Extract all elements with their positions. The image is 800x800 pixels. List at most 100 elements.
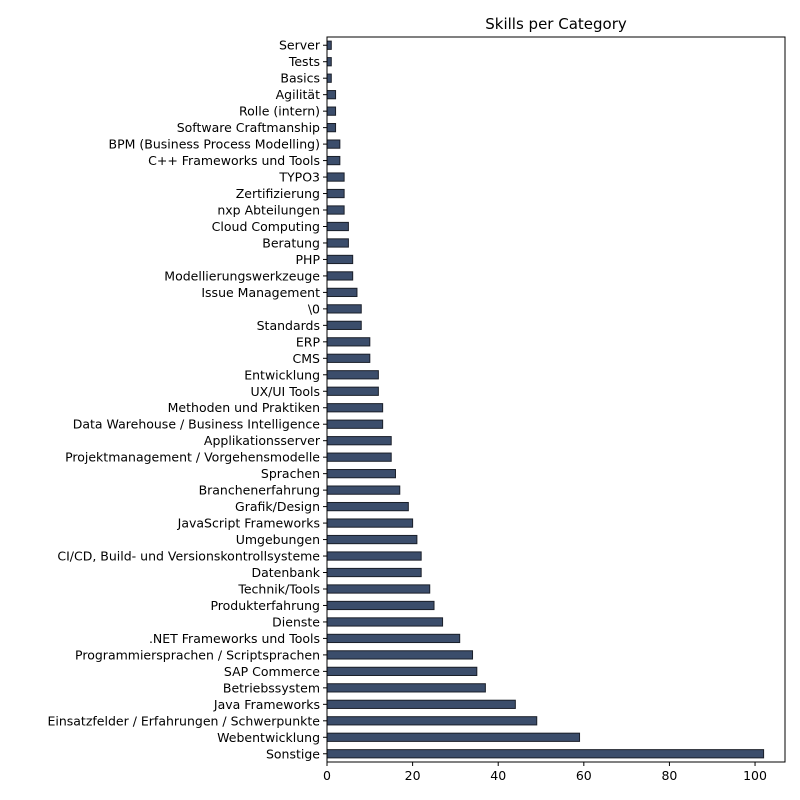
bar bbox=[326, 221, 349, 232]
bar bbox=[326, 518, 414, 528]
y-tick-label: Data Warehouse / Business Intelligence bbox=[73, 417, 321, 432]
y-tick-label: JavaScript Frameworks bbox=[177, 516, 320, 531]
y-tick-label: CI/CD, Build- und Versionskontrollsystem… bbox=[57, 549, 320, 564]
y-tick-label: Datenbank bbox=[251, 565, 320, 580]
y-tick-label: Rolle (intern) bbox=[239, 104, 320, 119]
bar bbox=[326, 436, 392, 446]
bar bbox=[326, 370, 379, 380]
y-tick-label: Modellierungswerkzeuge bbox=[164, 268, 320, 283]
y-tick-label: Entwicklung bbox=[244, 367, 320, 382]
chart-title: Skills per Category bbox=[485, 15, 627, 33]
bar bbox=[326, 633, 461, 644]
bar bbox=[326, 188, 345, 199]
y-tick-label: Technik/Tools bbox=[237, 581, 320, 596]
y-tick-label: Basics bbox=[280, 71, 320, 86]
y-tick-label: C++ Frameworks und Tools bbox=[148, 153, 320, 168]
bar bbox=[326, 749, 765, 759]
bar bbox=[326, 271, 354, 281]
y-tick-label: SAP Commerce bbox=[224, 664, 320, 679]
y-tick-label: Server bbox=[279, 38, 321, 53]
y-tick-label: Tests bbox=[288, 54, 320, 69]
y-tick-label: \0 bbox=[308, 301, 320, 316]
bar bbox=[326, 205, 345, 215]
bar bbox=[326, 534, 418, 545]
bar bbox=[326, 172, 345, 182]
bar bbox=[326, 617, 444, 627]
bar bbox=[326, 666, 478, 676]
y-tick-label: Sprachen bbox=[261, 466, 320, 481]
bar bbox=[326, 254, 354, 265]
bar bbox=[326, 650, 474, 660]
x-tick-label: 20 bbox=[405, 768, 421, 783]
bar bbox=[326, 485, 401, 495]
y-tick-label: Umgebungen bbox=[236, 532, 320, 547]
bar bbox=[326, 403, 384, 413]
y-tick-label: Agilität bbox=[276, 87, 320, 102]
x-tick-label: 0 bbox=[323, 768, 331, 783]
y-tick-label: Cloud Computing bbox=[212, 219, 320, 234]
y-tick-label: Dienste bbox=[272, 614, 320, 629]
axes-frame bbox=[326, 36, 786, 763]
y-tick-label: Branchenerfahrung bbox=[199, 483, 320, 498]
bar bbox=[326, 716, 538, 726]
y-tick-label: Zertifizierung bbox=[236, 186, 320, 201]
bar bbox=[326, 683, 486, 693]
y-tick-label: Java Frameworks bbox=[213, 697, 320, 712]
y-tick-label: BPM (Business Process Modelling) bbox=[109, 137, 320, 152]
bar bbox=[326, 106, 337, 116]
bar bbox=[326, 238, 349, 248]
bar bbox=[326, 337, 371, 347]
x-tick-label: 80 bbox=[661, 768, 677, 783]
bar bbox=[326, 73, 332, 83]
bar bbox=[326, 469, 396, 479]
bar bbox=[326, 57, 332, 67]
bar bbox=[326, 584, 431, 594]
x-tick-label: 40 bbox=[490, 768, 506, 783]
y-tick-label: Grafik/Design bbox=[235, 499, 320, 514]
bar bbox=[326, 732, 581, 742]
bar bbox=[326, 501, 409, 512]
y-tick-label: PHP bbox=[296, 252, 321, 267]
y-tick-label: Sonstige bbox=[266, 746, 320, 761]
bar bbox=[326, 452, 392, 462]
bar bbox=[326, 90, 337, 100]
y-tick-label: Standards bbox=[257, 318, 320, 333]
bar bbox=[326, 139, 341, 149]
bar bbox=[326, 40, 332, 50]
bar bbox=[326, 419, 384, 429]
bar bbox=[326, 386, 379, 396]
bar bbox=[326, 123, 337, 133]
y-tick-label: ERP bbox=[296, 334, 321, 349]
y-tick-label: Programmiersprachen / Scriptsprachen bbox=[75, 647, 320, 662]
bar bbox=[326, 304, 362, 314]
bar bbox=[326, 353, 371, 363]
y-tick-label: Projektmanagement / Vorgehensmodelle bbox=[65, 450, 320, 465]
x-tick-label: 100 bbox=[743, 768, 767, 783]
y-tick-label: Issue Management bbox=[201, 285, 320, 300]
y-tick-label: Webentwicklung bbox=[217, 730, 320, 745]
bar bbox=[326, 287, 358, 298]
y-tick-label: Produkterfahrung bbox=[210, 598, 320, 613]
plot-frame bbox=[326, 36, 786, 763]
y-tick-label: Einsatzfelder / Erfahrungen / Schwerpunk… bbox=[47, 713, 320, 728]
x-tick-label: 60 bbox=[576, 768, 592, 783]
y-tick-label: CMS bbox=[293, 351, 321, 366]
bar bbox=[326, 155, 341, 166]
bars-layer bbox=[326, 40, 765, 759]
bar bbox=[326, 699, 516, 709]
bar bbox=[326, 551, 422, 561]
y-tick-label: .NET Frameworks und Tools bbox=[149, 631, 320, 646]
y-tick-label: TYPO3 bbox=[278, 170, 320, 185]
bar bbox=[326, 567, 422, 578]
y-tick-label: Software Craftmanship bbox=[177, 120, 320, 135]
bar bbox=[326, 320, 362, 330]
y-tick-label: Methoden und Praktiken bbox=[168, 400, 320, 415]
y-tick-label: UX/UI Tools bbox=[250, 384, 320, 399]
y-tick-label: nxp Abteilungen bbox=[217, 203, 320, 218]
bar bbox=[326, 600, 435, 611]
x-ticks: 0 20 40 60 80 100 bbox=[323, 762, 767, 783]
y-tick-label: Beratung bbox=[262, 235, 320, 250]
